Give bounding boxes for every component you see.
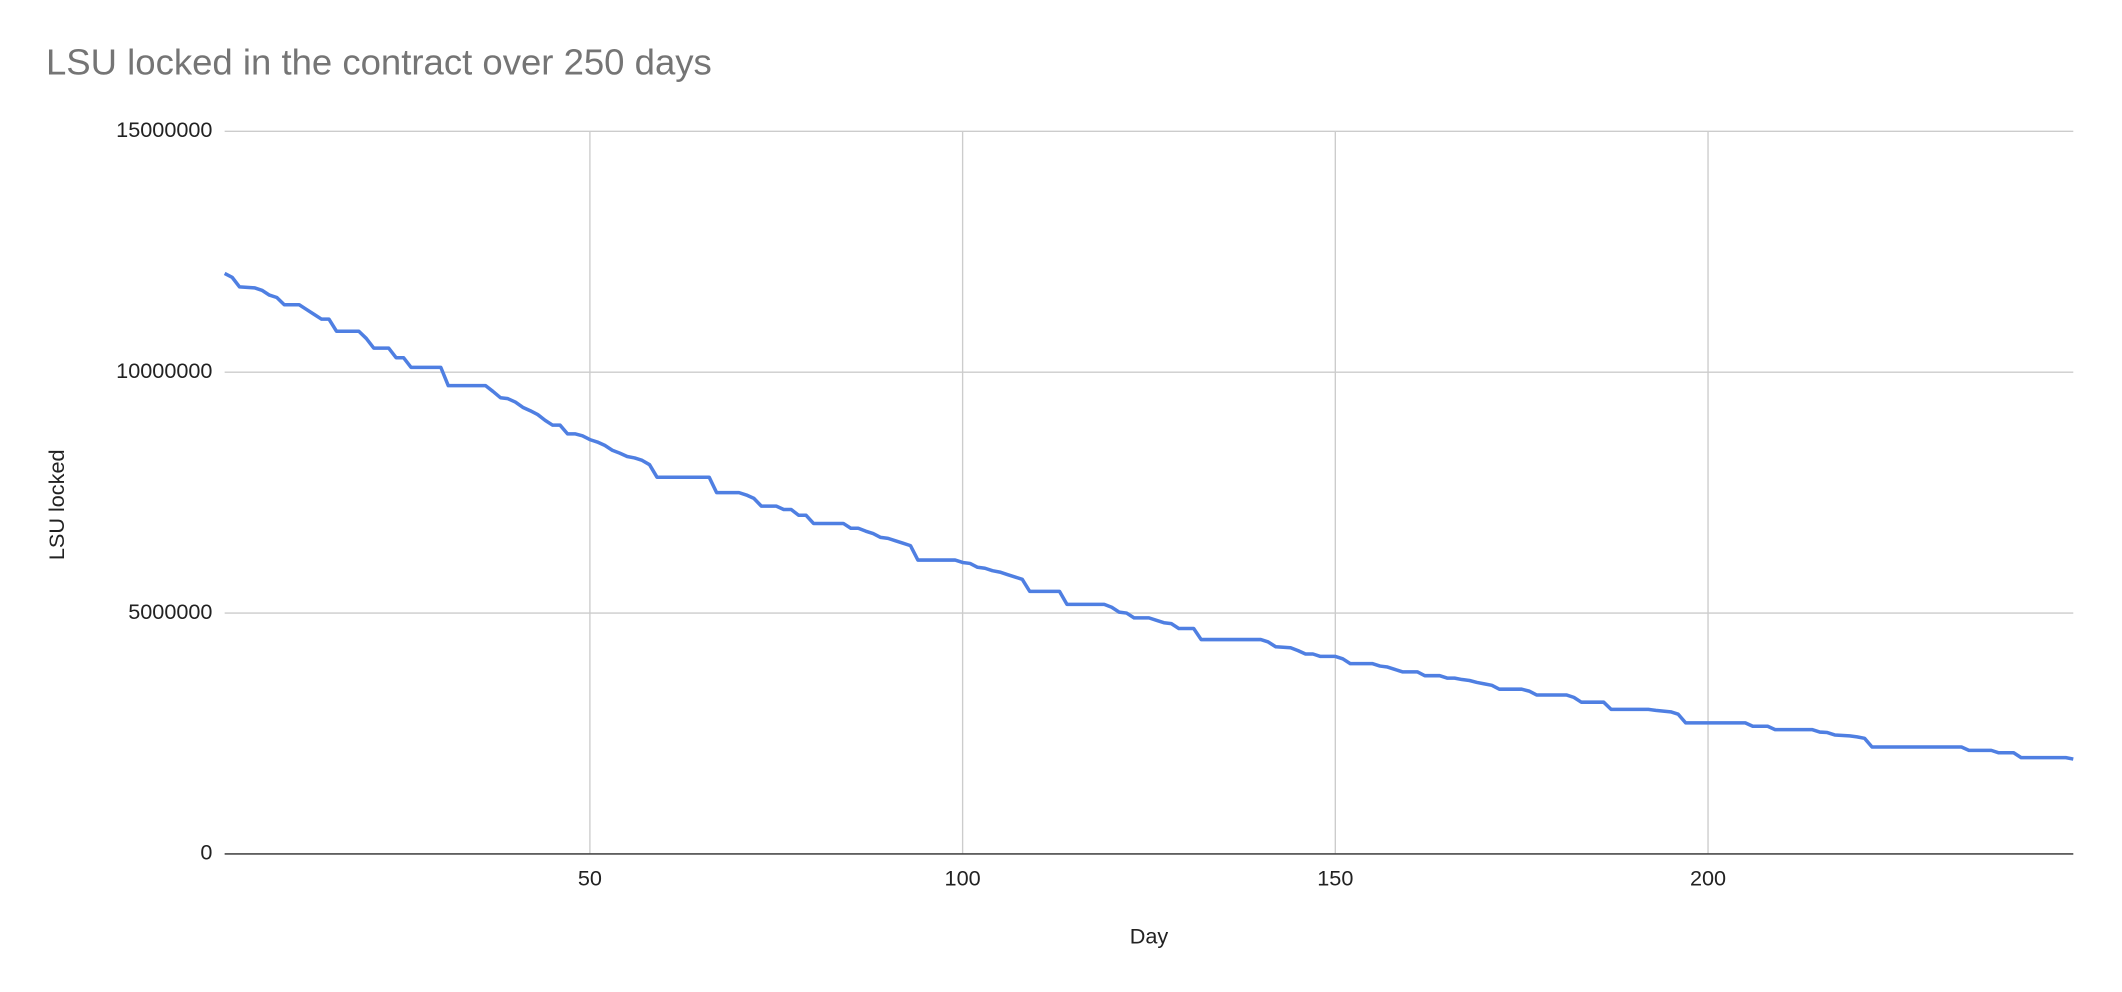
x-tick-label: 200: [1690, 865, 1726, 890]
x-tick-label: 100: [945, 865, 981, 890]
y-tick-label: 15000000: [116, 117, 212, 142]
x-axis-label: Day: [1130, 924, 1169, 949]
y-tick-label: 10000000: [116, 358, 212, 383]
x-tick-label: 150: [1317, 865, 1353, 890]
x-tick-label: 50: [578, 865, 602, 890]
y-tick-label: 5000000: [128, 599, 212, 624]
chart-title: LSU locked in the contract over 250 days: [46, 42, 712, 83]
y-axis-label: LSU locked: [44, 449, 69, 560]
y-tick-label: 0: [200, 840, 212, 865]
data-line: [223, 271, 2074, 761]
